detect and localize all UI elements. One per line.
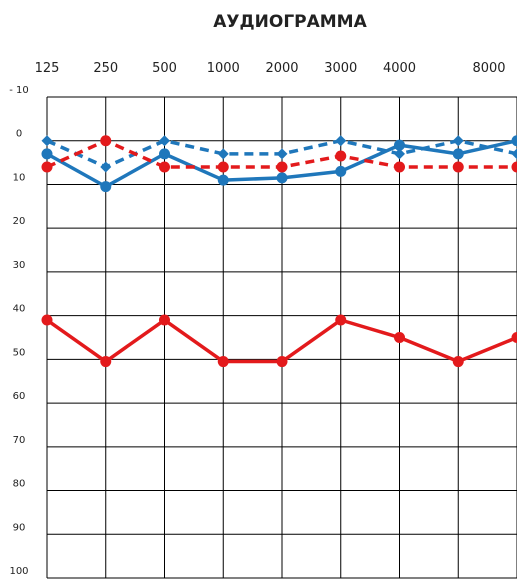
series-point-4 (217, 356, 229, 368)
series-point-4 (335, 314, 347, 326)
y-tick-label: 0 (16, 129, 22, 140)
y-tick-label: - 10 (9, 85, 29, 96)
series-point-1 (159, 148, 170, 160)
series-point-3 (511, 161, 517, 173)
series-point-2 (394, 148, 405, 160)
y-tick-label: 40 (13, 304, 26, 315)
series-layer (41, 135, 517, 368)
x-tick-label: 500 (152, 61, 177, 76)
series-point-1 (511, 135, 517, 147)
series-point-2 (452, 135, 464, 147)
series-point-4 (100, 356, 112, 368)
x-tick-label: 4000 (383, 61, 416, 76)
x-tick-label: 125 (35, 61, 60, 76)
series-point-2 (276, 148, 288, 160)
series-point-2 (217, 148, 229, 160)
x-tick-label: 250 (93, 61, 118, 76)
x-tick-label: 3000 (324, 61, 357, 76)
series-point-3 (452, 161, 464, 173)
grid (46, 96, 517, 579)
series-point-3 (100, 135, 112, 147)
series-point-1 (335, 165, 347, 177)
series-point-3 (217, 161, 229, 173)
x-tick-label: 8000 (472, 61, 505, 76)
series-point-1 (276, 172, 288, 184)
y-tick-label: 30 (13, 260, 26, 271)
series-point-2 (41, 135, 53, 147)
chart-title: АУДИОГРАММА (213, 12, 367, 32)
series-point-4 (41, 314, 53, 326)
y-tick-label: 90 (13, 522, 26, 533)
series-point-3 (335, 150, 347, 162)
series-point-3 (394, 161, 405, 173)
y-tick-label: 70 (13, 435, 26, 446)
y-tick-label: 20 (13, 216, 26, 227)
series-point-1 (100, 181, 112, 193)
y-tick-label: 60 (13, 391, 26, 402)
series-point-1 (452, 148, 464, 160)
series-point-1 (217, 174, 229, 186)
series-point-1 (41, 148, 53, 160)
series-point-4 (276, 356, 288, 368)
series-point-3 (276, 161, 288, 173)
y-tick-labels: - 10 0 10 20 30 40 50 60 70 80 90 100 (9, 85, 29, 577)
y-tick-label: 50 (13, 347, 26, 358)
series-point-2 (100, 161, 112, 173)
x-tick-label: 1000 (207, 61, 240, 76)
series-point-4 (511, 332, 517, 343)
series-point-2 (511, 148, 517, 160)
y-tick-label: 100 (9, 566, 28, 577)
series-point-2 (159, 135, 170, 147)
series-point-4 (452, 356, 464, 368)
y-tick-label: 10 (13, 172, 26, 183)
series-point-2 (335, 135, 347, 147)
x-tick-label: 2000 (265, 61, 298, 76)
x-tick-labels: 125 250 500 1000 2000 3000 4000 8000 (35, 61, 506, 76)
series-point-1 (394, 139, 405, 151)
series-point-3 (41, 161, 53, 173)
series-point-4 (394, 332, 405, 343)
series-point-3 (159, 161, 170, 173)
series-point-4 (159, 314, 170, 326)
y-tick-label: 80 (13, 479, 26, 490)
